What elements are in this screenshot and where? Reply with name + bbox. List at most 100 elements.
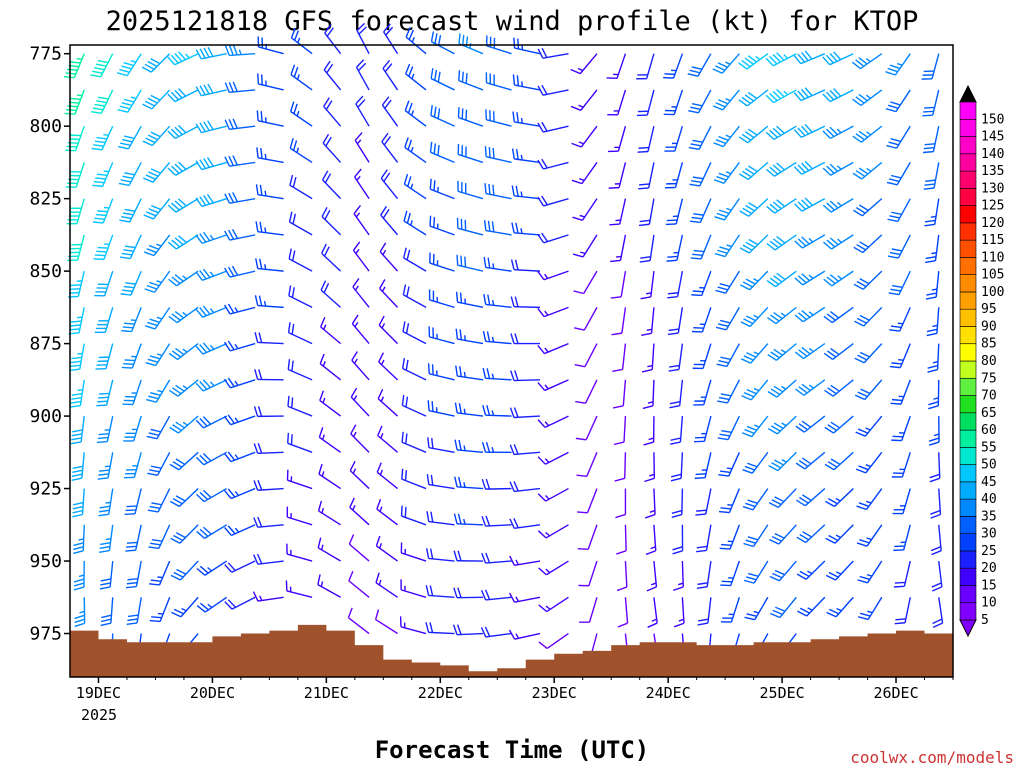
barb-shaft [107,452,114,479]
barb-shaft [175,161,199,176]
barb-flag [693,213,704,216]
wind-barb [63,53,85,79]
wind-barb [224,81,256,94]
barb-flag [801,273,811,282]
barb-shaft [229,52,256,57]
barb-shaft [514,232,541,236]
barb-flag [431,437,434,449]
barb-flag [673,622,685,628]
wind-barb [855,451,883,474]
wind-barb [98,488,114,517]
barb-flag [98,509,110,513]
barb-flag [852,135,862,143]
barb-flag [827,498,838,505]
barb-flag [541,195,548,206]
wind-barb [796,524,826,544]
barb-flag [767,354,777,361]
barb-flag [515,185,519,197]
barb-shaft [748,234,769,254]
barb-flag [95,177,106,180]
barb-flag [859,538,870,544]
wind-barb [794,270,826,286]
barb-flag [859,351,870,358]
barb-shaft [588,560,598,586]
barb-flag [408,66,414,77]
barb-shaft [513,269,541,272]
barb-flag [488,183,491,195]
barb-flag [747,536,759,541]
wind-barb [795,451,826,470]
wind-barb [196,560,228,576]
wind-barb [932,597,944,629]
wind-barb [349,497,370,526]
barb-flag [859,241,869,248]
barb-shaft [725,270,740,294]
wind-barb [430,31,455,55]
wind-barb [253,479,284,491]
barb-flag [537,159,544,170]
barb-half-flag [209,344,215,350]
barb-flag [457,587,462,598]
barb-flag [349,497,355,508]
barb-flag [801,383,811,392]
barb-shaft [428,520,455,526]
barb-flag [719,283,731,288]
barb-shaft [485,524,512,527]
barb-half-flag [650,582,657,586]
barb-shaft [722,125,740,148]
barb-flag [770,612,781,619]
barb-flag [171,350,182,358]
barb-flag [126,581,138,585]
barb-flag [149,281,160,287]
barb-flag [743,542,754,548]
barb-flag [173,534,184,542]
barb-flag [718,135,729,141]
barb-half-flag [182,311,188,317]
wind-barb [167,51,199,66]
barb-flag [461,71,464,83]
colorbar-label: 110 [981,250,1004,265]
barb-flag [318,463,323,475]
barb-flag [801,88,809,98]
barb-shaft [352,286,370,308]
barb-half-flag [103,170,109,173]
barb-half-flag [780,349,786,354]
barb-flag [254,295,259,306]
barb-flag [405,359,409,371]
barb-flag [95,213,107,217]
barb-flag [796,536,807,544]
barb-flag [99,392,110,395]
barb-flag [177,88,187,97]
wind-barb [931,560,943,592]
barb-half-flag [76,58,83,60]
barb-half-flag [520,117,523,124]
wind-barb [320,317,342,345]
barb-flag [922,150,934,154]
barb-flag [857,579,868,584]
barb-flag [829,126,838,136]
wind-barb [224,228,256,241]
barb-flag [70,320,82,323]
barb-flag [858,167,869,175]
barb-flag [829,163,839,172]
barb-flag [486,405,491,416]
wind-barb [381,132,399,163]
barb-flag [385,26,394,36]
wind-barb [285,580,313,598]
wind-barb [796,560,826,580]
barb-flag [856,542,868,547]
barb-flag [123,61,134,67]
barb-flag [178,235,187,244]
barb-flag [776,88,785,98]
barb-flag [143,251,155,257]
barb-flag [259,184,263,196]
barb-flag [830,458,841,466]
barb-flag [924,219,936,223]
barb-flag [100,622,112,627]
barb-half-flag [209,234,214,240]
barb-flag [124,245,136,249]
barb-flag [482,404,487,416]
barb-flag [224,527,232,536]
wind-barb [383,23,399,55]
wind-barb [570,89,598,111]
